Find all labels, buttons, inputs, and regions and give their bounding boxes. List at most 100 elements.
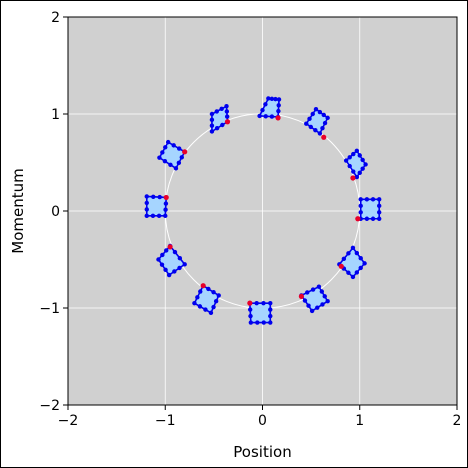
patch-marker-point <box>200 283 206 289</box>
patch-polygon <box>145 195 168 217</box>
patch-vertex-point <box>156 257 161 262</box>
patch-vertex-point <box>163 213 168 219</box>
patch-vertex-point <box>370 197 376 202</box>
patch-vertex-point <box>362 261 367 266</box>
y-tick-label: −1 <box>39 301 60 317</box>
patch-vertex-point <box>197 304 203 309</box>
patch-marker-point <box>355 216 361 222</box>
phase-patch <box>157 139 188 171</box>
phase-patch <box>192 283 221 316</box>
patch-vertex-point <box>209 123 215 128</box>
patch-vertex-point <box>350 274 356 280</box>
patch-vertex-point <box>358 210 363 215</box>
patch-polygon <box>359 198 381 220</box>
patch-vertex-point <box>377 203 382 209</box>
patch-vertex-point <box>206 286 211 292</box>
patch-vertex-point <box>347 155 352 160</box>
y-tick-label: 1 <box>51 107 60 123</box>
patch-vertex-point <box>354 174 360 180</box>
patch-vertex-point <box>261 320 266 325</box>
patch-vertex-point <box>168 162 173 167</box>
patch-vertex-point <box>317 109 323 115</box>
patch-vertex-point <box>377 197 382 202</box>
patch-vertex-point <box>248 313 253 319</box>
phase-patches <box>144 96 382 325</box>
patch-vertex-point <box>347 163 352 169</box>
patch-vertex-point <box>171 143 176 148</box>
patch-vertex-point <box>219 106 224 112</box>
patch-vertex-point <box>357 170 362 176</box>
patch-vertex-point <box>177 256 183 261</box>
patch-vertex-point <box>268 307 273 312</box>
patch-vertex-point <box>192 300 197 306</box>
patch-vertex-point <box>195 295 200 300</box>
y-axis-label: Momentum <box>9 168 27 253</box>
phase-patch <box>355 197 382 222</box>
patch-vertex-point <box>254 300 259 306</box>
patch-marker-point <box>321 134 327 140</box>
patch-vertex-point <box>273 96 278 102</box>
patch-vertex-point <box>357 153 362 158</box>
patch-vertex-point <box>165 139 171 145</box>
patch-marker-point <box>163 194 169 201</box>
patch-vertex-point <box>224 104 229 109</box>
patch-vertex-point <box>321 112 326 118</box>
patch-vertex-point <box>377 210 382 215</box>
patch-vertex-point <box>224 114 230 119</box>
patch-vertex-point <box>156 213 162 219</box>
patch-vertex-point <box>304 121 309 126</box>
x-tick-label: −1 <box>155 413 176 429</box>
y-tick-label: 0 <box>51 204 60 220</box>
patch-vertex-point <box>179 155 184 160</box>
patch-vertex-point <box>346 270 351 275</box>
patch-vertex-point <box>370 216 376 221</box>
patch-vertex-point <box>351 151 356 157</box>
patch-vertex-point <box>160 252 165 258</box>
patch-vertex-point <box>310 287 316 292</box>
patch-vertex-point <box>164 248 169 253</box>
patch-vertex-point <box>377 216 382 221</box>
patch-vertex-point <box>307 116 312 122</box>
patch-vertex-point <box>211 289 216 295</box>
phase-patch <box>337 245 367 280</box>
patch-vertex-point <box>302 298 308 303</box>
patch-vertex-point <box>320 126 325 131</box>
patch-vertex-point <box>172 249 178 255</box>
phase-patch <box>144 194 169 219</box>
patch-vertex-point <box>322 120 328 126</box>
patch-vertex-point <box>305 290 310 295</box>
patch-vertex-point <box>268 320 273 325</box>
patch-vertex-point <box>320 302 325 307</box>
patch-vertex-point <box>182 262 187 267</box>
patch-vertex-point <box>213 299 219 304</box>
patch-vertex-point <box>163 201 169 206</box>
patch-marker-point <box>247 300 253 306</box>
patch-vertex-point <box>208 310 214 316</box>
patch-vertex-point <box>343 158 349 163</box>
patch-vertex-point <box>211 304 216 310</box>
patch-vertex-point <box>247 307 253 312</box>
x-axis-label: Position <box>233 443 291 461</box>
patch-vertex-point <box>214 109 219 114</box>
patch-vertex-point <box>358 256 363 261</box>
patch-marker-point <box>338 263 344 269</box>
y-tick-label: −2 <box>39 398 60 414</box>
patch-vertex-point <box>260 107 265 113</box>
phase-patch <box>247 300 273 325</box>
patch-polygon <box>249 302 272 324</box>
patch-vertex-point <box>159 262 165 267</box>
patch-vertex-point <box>209 129 215 134</box>
y-tick-label: 2 <box>51 10 60 26</box>
patch-vertex-point <box>276 97 282 102</box>
phase-patch <box>257 96 282 121</box>
phase-patch <box>209 104 231 134</box>
x-tick-label: −2 <box>58 413 79 429</box>
patch-marker-point <box>224 119 231 125</box>
patch-vertex-point <box>166 272 172 278</box>
patch-vertex-point <box>150 213 156 219</box>
patch-vertex-point <box>268 300 273 306</box>
patch-vertex-point <box>163 145 168 150</box>
phase-patch <box>156 243 187 278</box>
patch-vertex-point <box>263 114 268 119</box>
